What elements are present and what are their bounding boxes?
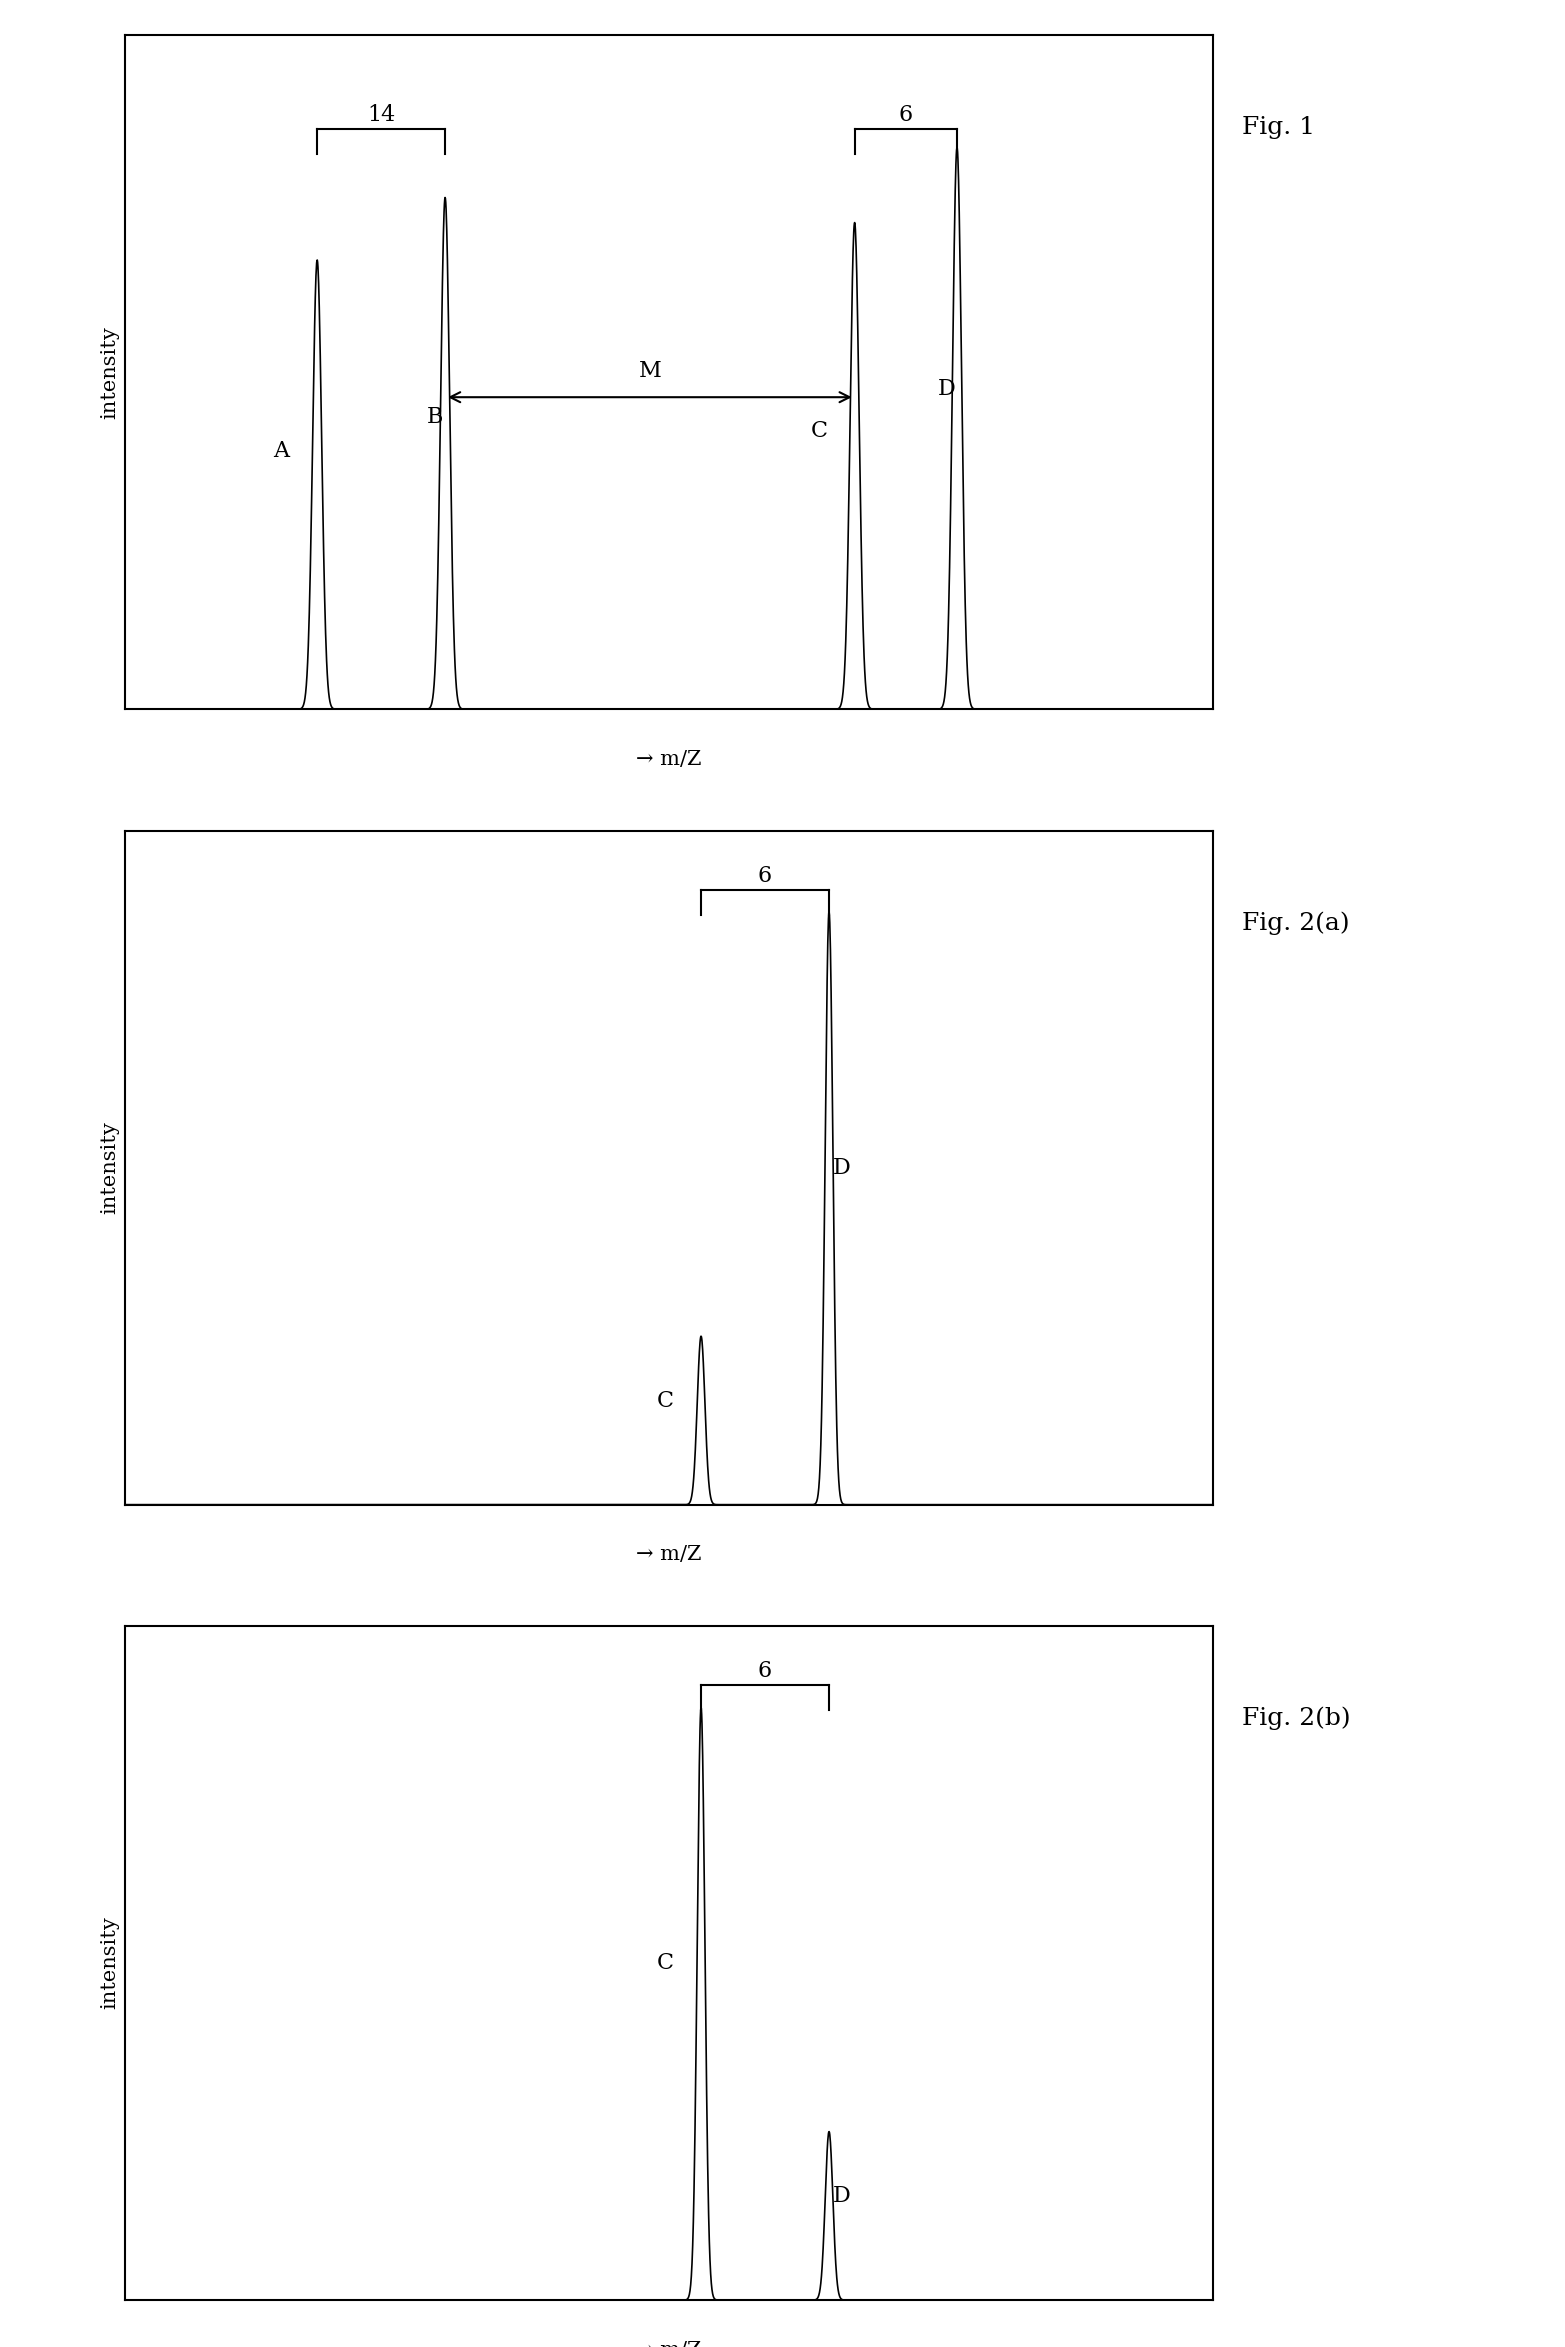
Text: D: D: [833, 2185, 851, 2209]
Text: M: M: [639, 359, 662, 383]
Text: Fig. 2(a): Fig. 2(a): [1243, 911, 1351, 934]
Text: Fig. 1: Fig. 1: [1243, 115, 1315, 138]
Text: C: C: [657, 1953, 675, 1974]
Text: 6: 6: [898, 103, 912, 127]
Y-axis label: intensity: intensity: [100, 326, 119, 418]
Y-axis label: intensity: intensity: [100, 1122, 119, 1213]
Text: D: D: [833, 1157, 851, 1178]
Text: 14: 14: [368, 103, 396, 127]
Text: → m/Z: → m/Z: [637, 2340, 701, 2347]
Y-axis label: intensity: intensity: [100, 1917, 119, 2009]
Text: 6: 6: [757, 1659, 772, 1683]
Text: B: B: [427, 406, 443, 427]
Text: A: A: [274, 441, 290, 462]
Text: Fig. 2(b): Fig. 2(b): [1243, 1706, 1351, 1730]
Text: C: C: [657, 1389, 675, 1413]
Text: 6: 6: [757, 864, 772, 887]
Text: D: D: [937, 378, 956, 401]
Text: C: C: [811, 420, 828, 441]
Text: → m/Z: → m/Z: [637, 1544, 701, 1563]
Text: → m/Z: → m/Z: [637, 749, 701, 770]
